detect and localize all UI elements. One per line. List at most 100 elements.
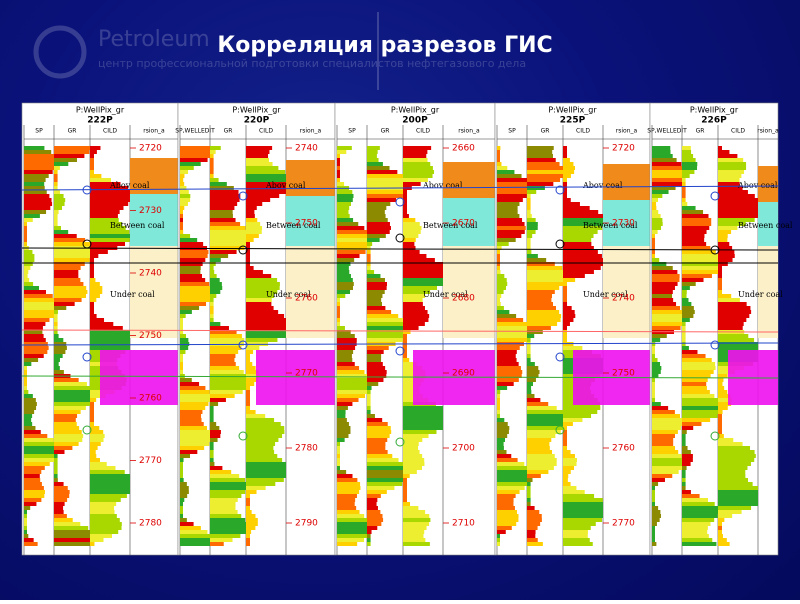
log-fill bbox=[718, 462, 751, 466]
log-fill bbox=[337, 386, 367, 390]
log-fill bbox=[563, 194, 567, 198]
log-fill bbox=[54, 338, 64, 342]
log-fill bbox=[210, 222, 241, 226]
log-fill bbox=[682, 378, 708, 382]
log-fill bbox=[682, 174, 690, 178]
log-fill bbox=[210, 478, 246, 482]
log-fill bbox=[246, 150, 270, 154]
log-fill bbox=[403, 198, 407, 202]
log-fill bbox=[246, 254, 250, 258]
log-fill bbox=[367, 334, 403, 338]
log-fill bbox=[563, 306, 572, 310]
log-fill bbox=[337, 282, 354, 286]
log-fill bbox=[180, 342, 190, 346]
log-fill bbox=[403, 178, 428, 182]
log-fill bbox=[652, 382, 655, 386]
log-fill bbox=[527, 470, 549, 474]
log-fill bbox=[563, 210, 599, 214]
log-fill bbox=[210, 146, 221, 150]
log-fill bbox=[403, 322, 425, 326]
log-fill bbox=[246, 462, 286, 466]
log-fill bbox=[90, 502, 117, 506]
log-fill bbox=[337, 398, 359, 402]
log-fill bbox=[403, 170, 435, 174]
correlation-line bbox=[21, 185, 779, 191]
log-fill bbox=[652, 298, 674, 302]
track-label: SP,WELLEDIT bbox=[175, 128, 215, 135]
log-fill bbox=[497, 450, 507, 454]
correlation-line bbox=[21, 247, 779, 251]
log-fill bbox=[180, 442, 210, 446]
log-fill bbox=[90, 346, 130, 350]
log-fill bbox=[210, 338, 245, 342]
log-fill bbox=[90, 494, 127, 498]
log-fill bbox=[180, 462, 183, 466]
log-fill bbox=[210, 230, 246, 234]
log-fill bbox=[497, 170, 515, 174]
log-fill bbox=[367, 366, 386, 370]
log-fill bbox=[563, 438, 567, 442]
log-fill bbox=[527, 534, 536, 538]
track-label: rsion_a bbox=[458, 128, 480, 135]
log-fill bbox=[24, 162, 54, 166]
log-fill bbox=[497, 502, 514, 506]
log-fill bbox=[54, 378, 79, 382]
log-fill bbox=[246, 178, 286, 182]
log-fill bbox=[652, 414, 680, 418]
log-fill bbox=[497, 270, 501, 274]
log-fill bbox=[337, 318, 340, 322]
log-fill bbox=[718, 146, 722, 150]
log-fill bbox=[90, 214, 118, 218]
log-fill bbox=[90, 186, 129, 190]
log-fill bbox=[24, 526, 27, 530]
header-label: P:WellPix_gr bbox=[391, 106, 440, 115]
log-fill bbox=[54, 470, 58, 474]
log-fill bbox=[210, 430, 221, 434]
log-fill bbox=[652, 282, 678, 286]
log-fill bbox=[403, 394, 423, 398]
log-fill bbox=[180, 506, 183, 510]
log-fill bbox=[652, 166, 682, 170]
log-fill bbox=[403, 254, 427, 258]
log-fill bbox=[246, 166, 279, 170]
log-fill bbox=[652, 542, 657, 546]
log-fill bbox=[337, 374, 367, 378]
log-fill bbox=[24, 290, 46, 294]
log-fill bbox=[682, 298, 689, 302]
log-fill bbox=[337, 486, 361, 490]
log-fill bbox=[367, 290, 385, 294]
log-fill bbox=[180, 498, 185, 502]
log-fill bbox=[246, 270, 263, 274]
log-fill bbox=[652, 434, 675, 438]
log-fill bbox=[367, 422, 388, 426]
log-fill bbox=[652, 502, 655, 506]
log-fill bbox=[337, 162, 340, 166]
log-fill bbox=[563, 238, 592, 242]
log-fill bbox=[24, 462, 50, 466]
log-fill bbox=[24, 482, 42, 486]
log-fill bbox=[54, 346, 67, 350]
log-fill bbox=[54, 266, 81, 270]
log-fill bbox=[337, 150, 347, 154]
log-fill bbox=[24, 486, 44, 490]
zone-fill bbox=[286, 196, 335, 248]
log-fill bbox=[497, 442, 504, 446]
log-fill bbox=[54, 394, 90, 398]
log-fill bbox=[210, 366, 240, 370]
log-fill bbox=[210, 542, 224, 546]
log-fill bbox=[246, 402, 250, 406]
log-fill bbox=[246, 182, 286, 186]
log-fill bbox=[24, 210, 47, 214]
log-fill bbox=[563, 266, 601, 270]
log-fill bbox=[563, 278, 576, 282]
log-fill bbox=[180, 526, 201, 530]
log-fill bbox=[210, 538, 233, 542]
log-fill bbox=[652, 150, 671, 154]
log-fill bbox=[367, 274, 381, 278]
log-fill bbox=[337, 230, 367, 234]
log-fill bbox=[497, 458, 518, 462]
log-fill bbox=[337, 338, 357, 342]
log-fill bbox=[54, 294, 86, 298]
log-fill bbox=[54, 466, 58, 470]
log-fill bbox=[180, 382, 200, 386]
